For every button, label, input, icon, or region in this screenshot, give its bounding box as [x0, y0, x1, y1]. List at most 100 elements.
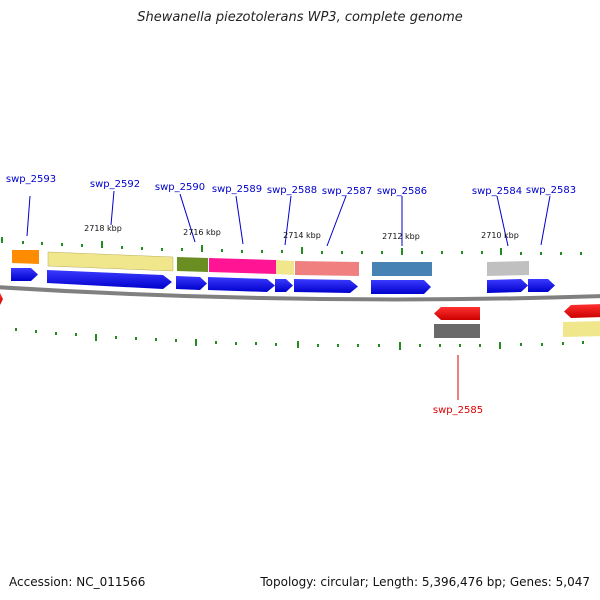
feature-band[interactable]	[177, 257, 208, 272]
tick-mark	[337, 344, 339, 347]
tick-mark	[121, 246, 123, 249]
tick-mark	[399, 342, 401, 350]
tick-mark	[479, 344, 481, 347]
leader-line	[110, 190, 115, 226]
feature-band[interactable]	[372, 262, 432, 276]
tick-mark	[161, 248, 163, 251]
tick-mark	[381, 251, 383, 254]
tick-mark	[459, 344, 461, 347]
tick-mark	[61, 243, 63, 246]
gene-label[interactable]: swp_2589	[212, 184, 262, 195]
tick-mark	[461, 251, 463, 254]
ruler-label: 2718 kbp	[84, 224, 122, 233]
tick-mark	[439, 344, 441, 347]
feature-band[interactable]	[487, 261, 529, 276]
feature-band[interactable]	[276, 260, 294, 275]
tick-mark	[361, 251, 363, 254]
map-title: Shewanella piezotolerans WP3, complete g…	[137, 10, 463, 25]
backbone-arc	[0, 285, 600, 302]
feature-band[interactable]	[47, 251, 174, 272]
tick-mark	[541, 343, 543, 346]
tick-mark	[235, 342, 237, 345]
tick-mark	[580, 252, 582, 255]
tick-mark	[520, 252, 522, 255]
gene-label[interactable]: swp_2586	[377, 186, 427, 197]
tick-mark	[419, 344, 421, 347]
tick-mark	[95, 334, 97, 341]
tick-mark	[241, 250, 243, 253]
cds-arrow-forward[interactable]	[275, 279, 293, 292]
tick-mark	[75, 333, 77, 336]
tick-mark	[81, 244, 83, 247]
ruler-label: 2714 kbp	[283, 231, 321, 240]
gene-label[interactable]: swp_2593	[6, 174, 56, 185]
leader-line	[540, 195, 551, 246]
feature-band[interactable]	[434, 324, 480, 338]
gene-label[interactable]: swp_2588	[267, 185, 317, 196]
cds-arrow-forward[interactable]	[487, 279, 528, 293]
ruler-label: 2716 kbp	[183, 228, 221, 237]
tick-mark	[215, 341, 217, 344]
tick-mark	[221, 249, 223, 252]
feature-band[interactable]	[295, 261, 359, 276]
leader-line	[326, 195, 347, 247]
tick-mark	[135, 337, 137, 340]
gene-label[interactable]: swp_2587	[322, 186, 372, 197]
ruler-label: 2712 kbp	[382, 232, 420, 241]
tick-mark	[520, 343, 522, 346]
ruler-label: 2710 kbp	[481, 231, 519, 240]
tick-mark	[481, 251, 483, 254]
gene-label[interactable]: swp_2584	[472, 186, 522, 197]
gene-label[interactable]: swp_2585	[433, 405, 483, 416]
tick-mark	[255, 342, 257, 345]
tick-mark	[341, 251, 343, 254]
gene-label[interactable]: swp_2590	[155, 182, 205, 193]
cds-arrow-forward[interactable]	[11, 268, 38, 281]
cds-arrow-forward[interactable]	[47, 270, 172, 289]
cds-arrow-reverse[interactable]	[434, 307, 480, 320]
feature-band[interactable]	[12, 250, 39, 264]
tick-mark	[500, 248, 502, 255]
feature-band[interactable]	[563, 321, 600, 337]
cds-arrow-forward[interactable]	[176, 276, 207, 290]
tick-mark	[321, 251, 323, 254]
gene-label[interactable]: swp_2583	[526, 185, 576, 196]
tick-mark	[301, 247, 303, 254]
tick-mark	[317, 344, 319, 347]
tick-mark	[41, 242, 43, 245]
tick-mark	[15, 328, 17, 331]
tick-mark	[181, 248, 183, 251]
tick-mark	[115, 336, 117, 339]
gene-label[interactable]: swp_2592	[90, 179, 140, 190]
cds-arrow-reverse[interactable]	[564, 304, 600, 318]
cds-arrow-forward[interactable]	[208, 277, 275, 292]
leader-line	[179, 193, 196, 243]
tick-mark	[175, 339, 177, 342]
tick-mark	[275, 343, 277, 346]
tick-mark	[281, 250, 283, 253]
leader-line	[26, 195, 31, 237]
cds-arrow-forward[interactable]	[528, 279, 555, 292]
tick-mark	[141, 247, 143, 250]
tick-mark	[540, 252, 542, 255]
leader-line	[284, 195, 292, 246]
tick-mark	[401, 248, 403, 255]
tick-mark	[562, 342, 564, 345]
feature-band[interactable]	[209, 258, 276, 274]
tick-mark	[357, 344, 359, 347]
accession-label: Accession: NC_011566	[9, 575, 146, 589]
tick-mark	[297, 341, 299, 348]
cds-arrow-forward[interactable]	[371, 280, 431, 294]
tick-mark	[195, 339, 197, 346]
cds-arrow-forward[interactable]	[294, 279, 358, 293]
cds-arrow-reverse[interactable]	[0, 293, 3, 305]
tick-mark	[35, 330, 37, 333]
tick-mark	[261, 250, 263, 253]
tick-mark	[155, 338, 157, 341]
leader-line	[496, 195, 509, 247]
leader-line	[235, 195, 244, 245]
tick-mark	[1, 237, 3, 243]
tick-mark	[582, 341, 584, 344]
